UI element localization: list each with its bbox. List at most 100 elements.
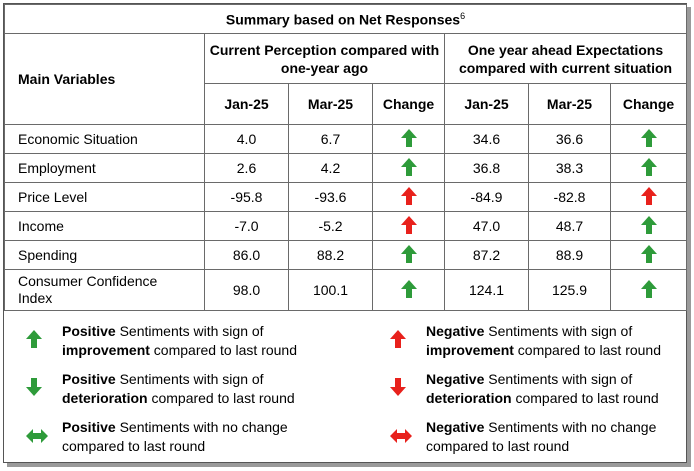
one-year-ahead-header: One year ahead Expectations compared wit… — [443, 33, 688, 84]
main-variables-header: Main Variables — [4, 33, 205, 125]
oy-mar-value: 88.9 — [528, 240, 611, 270]
green-down-arrow-icon — [26, 378, 42, 401]
row-label: Income — [18, 218, 64, 234]
cp-jan-value: 98.0 — [204, 269, 289, 311]
sub-header: Change — [609, 83, 688, 125]
legend-item: Negative Sentiments with sign of deterior… — [368, 368, 694, 414]
cp-mar-value: 100.1 — [288, 269, 373, 311]
legend-text: compared to last round — [149, 342, 298, 358]
oy-jan-value: -84.9 — [444, 182, 529, 212]
cp-mar-value: -93.6 — [288, 182, 373, 212]
green-up-arrow-icon — [640, 244, 657, 266]
legend-item: Negative Sentiments with sign of improvem… — [368, 320, 694, 366]
cp-jan-value: 86.0 — [204, 240, 289, 270]
red-up-arrow-icon — [640, 186, 657, 208]
row-label-cell: Consumer Confidence Index — [4, 269, 205, 311]
legend-description: Negative Sentiments with sign of improvem… — [426, 322, 661, 360]
row-label-line2: Index — [18, 290, 53, 306]
red-up-arrow-icon — [390, 330, 406, 353]
legend-emphasis: deterioration — [62, 390, 148, 406]
cp-jan-value: 4.0 — [204, 124, 289, 154]
legend-text: Sentiments with sign of — [484, 371, 633, 387]
cp-mar-value: 88.2 — [288, 240, 373, 270]
legend-text: compared to last round — [511, 390, 659, 406]
cp-change-cell — [372, 124, 445, 154]
legend-item: Positive Sentiments with no change compar… — [4, 416, 344, 462]
green-up-arrow-icon — [640, 215, 657, 237]
legend-description: Positive Sentiments with sign of deterior… — [62, 370, 295, 408]
oy-change-cell — [609, 124, 688, 154]
legend-item: Negative Sentiments with no change compar… — [368, 416, 694, 462]
legend-sentiment: Positive — [62, 371, 116, 387]
cp-mar-value: -5.2 — [288, 211, 373, 241]
table-title-text: Summary based on Net Responses — [225, 11, 461, 28]
current-perception-header: Current Perception compared with one-yea… — [204, 33, 445, 84]
green-up-arrow-icon — [640, 157, 657, 179]
legend-text: Sentiments with no change — [484, 419, 657, 435]
oy-mar-value: 125.9 — [528, 269, 611, 311]
green-up-arrow-icon — [400, 244, 417, 266]
summary-table: Summary based on Net Responses6 Main Var… — [3, 4, 688, 311]
legend-emphasis: improvement — [426, 342, 514, 358]
oy-change-cell — [609, 153, 688, 183]
row-label: Employment — [18, 160, 96, 176]
oy-change-cell — [609, 269, 688, 311]
cp-change-cell — [372, 182, 445, 212]
green-double-arrow-icon — [26, 429, 48, 448]
legend-item: Positive Sentiments with sign of deterior… — [4, 368, 344, 414]
oy-jan-value: 36.8 — [444, 153, 529, 183]
row-label: Price Level — [18, 189, 88, 205]
sub-header: Jan-25 — [204, 83, 289, 125]
legend-sentiment: Positive — [62, 323, 116, 339]
sub-header: Jan-25 — [444, 83, 529, 125]
table-title: Summary based on Net Responses6 — [3, 4, 688, 34]
legend-sentiment: Negative — [426, 419, 485, 435]
oy-jan-value: 124.1 — [444, 269, 529, 311]
cp-change-cell — [372, 153, 445, 183]
summary-panel: Summary based on Net Responses6 Main Var… — [3, 3, 688, 463]
row-label-cell: Employment — [4, 153, 205, 183]
sub-header: Mar-25 — [288, 83, 373, 125]
legend-description: Positive Sentiments with sign of improvem… — [62, 322, 297, 360]
cp-mar-value: 6.7 — [288, 124, 373, 154]
legend-text: compared to last round — [62, 438, 206, 454]
legend-text: compared to last round — [513, 342, 662, 358]
table-row: Spending 86.0 88.2 87.2 88.9 — [4, 240, 688, 270]
legend-text: Sentiments with sign of — [115, 371, 264, 387]
green-up-arrow-icon — [640, 128, 657, 150]
cp-change-cell — [372, 211, 445, 241]
table-row: Price Level -95.8 -93.6 -84.9 -82.8 — [4, 182, 688, 212]
cp-jan-value: -7.0 — [204, 211, 289, 241]
red-down-arrow-icon — [390, 378, 406, 401]
legend-text: Sentiments with sign of — [115, 323, 264, 339]
table-row: Income -7.0 -5.2 47.0 48.7 — [4, 211, 688, 241]
table-row: Employment 2.6 4.2 36.8 38.3 — [4, 153, 688, 183]
row-label-line1: Consumer Confidence — [18, 273, 158, 289]
legend-sentiment: Positive — [62, 419, 116, 435]
green-up-arrow-icon — [400, 157, 417, 179]
legend-description: Positive Sentiments with no change compar… — [62, 418, 288, 456]
legend-text: compared to last round — [426, 438, 570, 454]
oy-jan-value: 34.6 — [444, 124, 529, 154]
row-label-cell: Spending — [4, 240, 205, 270]
oy-mar-value: 36.6 — [528, 124, 611, 154]
legend-text: Sentiments with no change — [115, 419, 288, 435]
cp-change-cell — [372, 269, 445, 311]
oy-mar-value: 38.3 — [528, 153, 611, 183]
oy-change-cell — [609, 211, 688, 241]
row-label-cell: Income — [4, 211, 205, 241]
green-up-arrow-icon — [640, 279, 657, 301]
legend-emphasis: deterioration — [426, 390, 512, 406]
oy-change-cell — [609, 182, 688, 212]
green-up-arrow-icon — [400, 128, 417, 150]
oy-jan-value: 47.0 — [444, 211, 529, 241]
legend-item: Positive Sentiments with sign of improvem… — [4, 320, 344, 366]
oy-mar-value: -82.8 — [528, 182, 611, 212]
legend-sentiment: Negative — [426, 371, 485, 387]
red-up-arrow-icon — [400, 215, 417, 237]
cp-change-cell — [372, 240, 445, 270]
legend-text: compared to last round — [147, 390, 295, 406]
legend-emphasis: improvement — [62, 342, 150, 358]
red-double-arrow-icon — [390, 429, 412, 448]
oy-jan-value: 87.2 — [444, 240, 529, 270]
